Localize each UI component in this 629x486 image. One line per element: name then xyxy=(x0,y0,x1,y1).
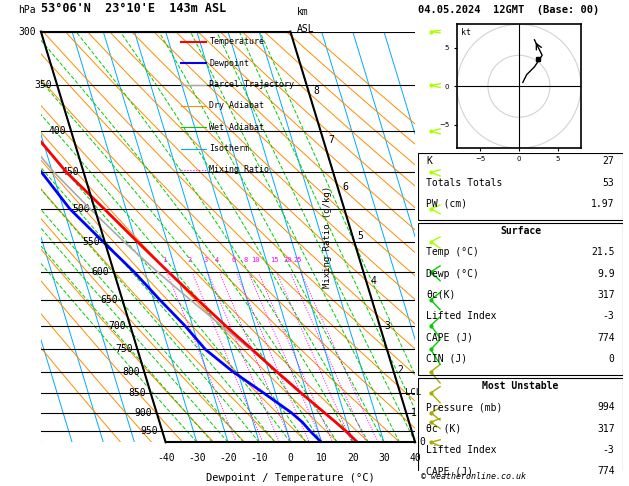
Text: 4: 4 xyxy=(370,276,377,286)
Text: -40: -40 xyxy=(157,452,174,463)
Text: K: K xyxy=(426,156,432,166)
Text: 1: 1 xyxy=(162,257,167,263)
Text: 2: 2 xyxy=(187,257,192,263)
Text: 300: 300 xyxy=(19,27,36,36)
Text: 8: 8 xyxy=(243,257,248,263)
Text: -20: -20 xyxy=(219,452,237,463)
Bar xyxy=(418,153,623,220)
Text: 450: 450 xyxy=(61,167,79,177)
Text: 850: 850 xyxy=(128,388,146,398)
Text: 9.9: 9.9 xyxy=(597,269,615,278)
Text: km: km xyxy=(297,7,308,17)
Text: 400: 400 xyxy=(49,126,67,137)
Text: 900: 900 xyxy=(135,408,152,418)
Text: 53°06'N  23°10'E  143m ASL: 53°06'N 23°10'E 143m ASL xyxy=(41,1,226,15)
Text: 10: 10 xyxy=(316,452,328,463)
Text: 21.5: 21.5 xyxy=(591,247,615,257)
Text: 317: 317 xyxy=(597,290,615,300)
Text: 04.05.2024  12GMT  (Base: 00): 04.05.2024 12GMT (Base: 00) xyxy=(418,4,599,15)
Text: Dewp (°C): Dewp (°C) xyxy=(426,269,479,278)
Text: 1.97: 1.97 xyxy=(591,199,615,209)
Text: Mixing Ratio (g/kg): Mixing Ratio (g/kg) xyxy=(323,186,332,288)
Text: Dewpoint / Temperature (°C): Dewpoint / Temperature (°C) xyxy=(206,473,375,483)
Text: 40: 40 xyxy=(409,452,421,463)
Text: 20: 20 xyxy=(347,452,359,463)
Text: 5: 5 xyxy=(357,230,363,241)
Text: CAPE (J): CAPE (J) xyxy=(426,332,474,343)
Text: 774: 774 xyxy=(597,332,615,343)
Bar xyxy=(418,378,623,486)
Text: 0: 0 xyxy=(609,354,615,364)
Text: 0: 0 xyxy=(420,437,426,447)
Text: Parcel Trajectory: Parcel Trajectory xyxy=(209,80,294,89)
Text: 650: 650 xyxy=(100,295,118,305)
Text: -3: -3 xyxy=(603,445,615,455)
Text: 27: 27 xyxy=(603,156,615,166)
Text: 950: 950 xyxy=(140,427,158,436)
Text: CAPE (J): CAPE (J) xyxy=(426,467,474,476)
Text: 4: 4 xyxy=(214,257,219,263)
Text: Totals Totals: Totals Totals xyxy=(426,177,503,188)
Text: ASL: ASL xyxy=(297,24,314,34)
Text: Most Unstable: Most Unstable xyxy=(482,381,559,391)
Text: θc (K): θc (K) xyxy=(426,424,462,434)
Text: 600: 600 xyxy=(92,267,109,277)
Text: 0: 0 xyxy=(287,452,293,463)
Text: 25: 25 xyxy=(294,257,303,263)
Text: CIN (J): CIN (J) xyxy=(426,354,467,364)
Text: Dewpoint: Dewpoint xyxy=(209,59,249,68)
Text: Lifted Index: Lifted Index xyxy=(426,312,497,321)
Text: 317: 317 xyxy=(597,424,615,434)
Text: 700: 700 xyxy=(108,321,126,330)
Text: hPa: hPa xyxy=(19,5,36,15)
Text: 774: 774 xyxy=(597,467,615,476)
Bar xyxy=(418,223,623,375)
Text: 750: 750 xyxy=(115,345,133,354)
Text: © weatheronline.co.uk: © weatheronline.co.uk xyxy=(421,472,526,481)
Text: Surface: Surface xyxy=(500,226,541,236)
Text: Wet Adiabat: Wet Adiabat xyxy=(209,123,264,132)
Text: 10: 10 xyxy=(252,257,260,263)
Text: 8: 8 xyxy=(313,86,319,96)
Text: LCL: LCL xyxy=(405,388,421,398)
Text: -30: -30 xyxy=(188,452,206,463)
Text: 3: 3 xyxy=(384,321,390,330)
Text: 1: 1 xyxy=(411,408,417,418)
Text: -10: -10 xyxy=(250,452,268,463)
Text: 350: 350 xyxy=(35,80,52,90)
Text: 7: 7 xyxy=(328,135,334,145)
Text: Isotherm: Isotherm xyxy=(209,144,249,153)
Text: Dry Adiabat: Dry Adiabat xyxy=(209,102,264,110)
Text: Temperature: Temperature xyxy=(209,37,264,46)
Text: Lifted Index: Lifted Index xyxy=(426,445,497,455)
Text: 53: 53 xyxy=(603,177,615,188)
Text: Mixing Ratio: Mixing Ratio xyxy=(209,166,269,174)
Text: 550: 550 xyxy=(82,237,100,247)
Text: 500: 500 xyxy=(72,204,90,214)
Text: kt: kt xyxy=(461,28,471,37)
Text: Temp (°C): Temp (°C) xyxy=(426,247,479,257)
Text: 994: 994 xyxy=(597,402,615,412)
Text: 30: 30 xyxy=(378,452,390,463)
Text: Pressure (mb): Pressure (mb) xyxy=(426,402,503,412)
Text: 800: 800 xyxy=(122,367,140,377)
Text: 6: 6 xyxy=(342,182,348,192)
Text: 2: 2 xyxy=(398,364,404,375)
Text: 3: 3 xyxy=(203,257,208,263)
Text: PW (cm): PW (cm) xyxy=(426,199,467,209)
Text: θc(K): θc(K) xyxy=(426,290,456,300)
Text: -3: -3 xyxy=(603,312,615,321)
Text: 6: 6 xyxy=(231,257,236,263)
Text: 15: 15 xyxy=(270,257,278,263)
Text: 20: 20 xyxy=(283,257,292,263)
